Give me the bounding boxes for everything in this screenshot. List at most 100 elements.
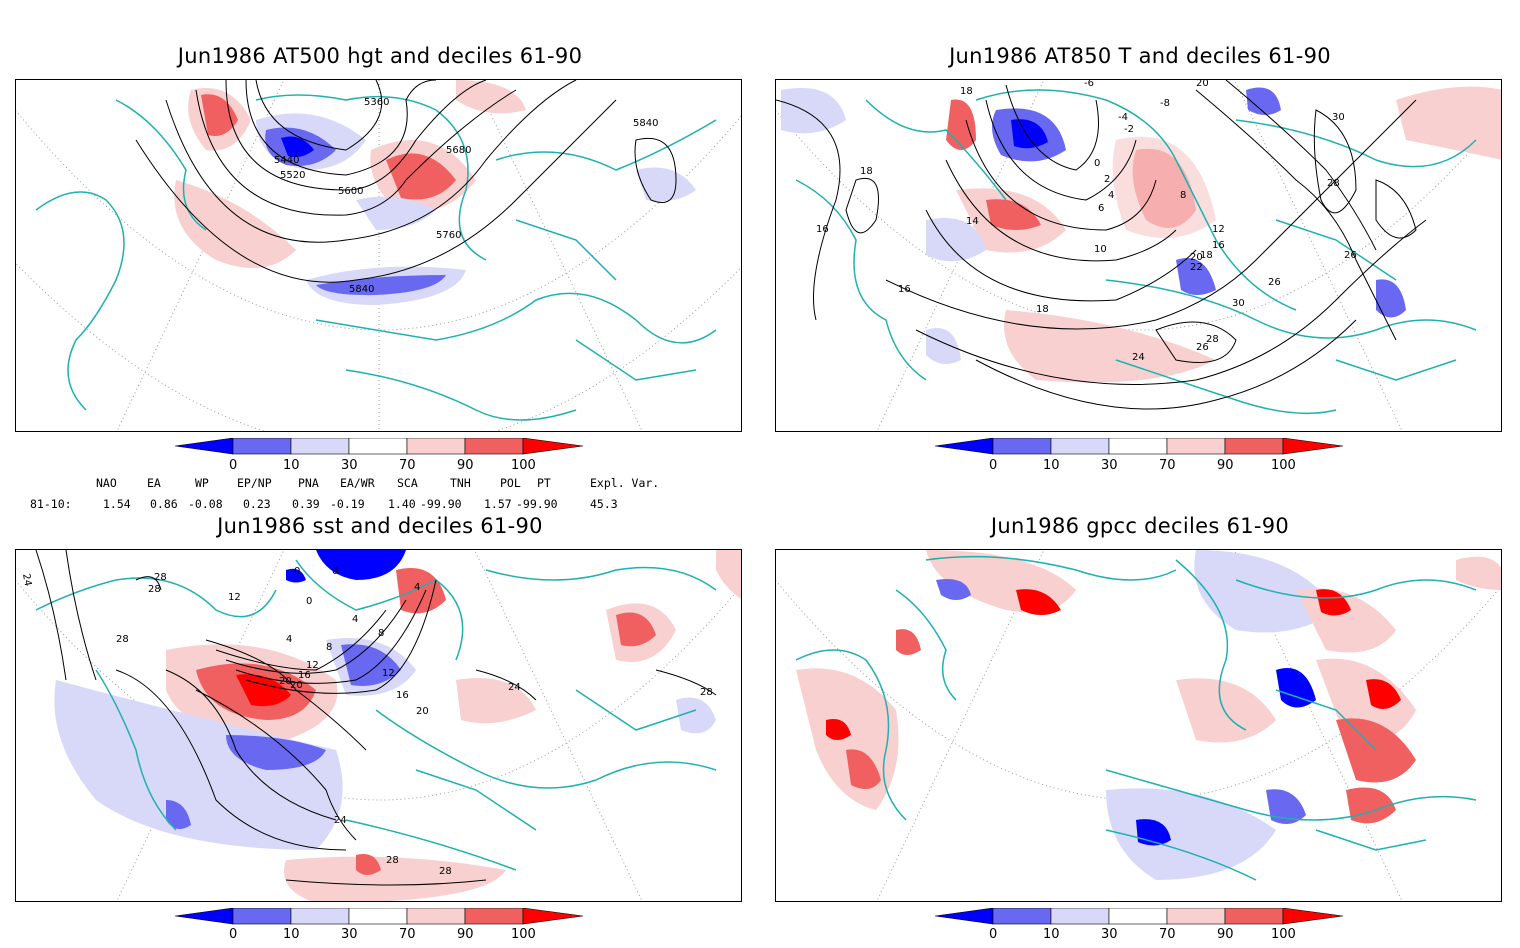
colorbar-tick: 70 [1159, 458, 1176, 473]
contour-label: 28 [148, 584, 161, 595]
map-gpcc-svg [776, 550, 1501, 901]
contour-label: 20 [290, 680, 303, 691]
contour-label: 24 [334, 815, 347, 826]
colorbar-tick: 100 [1271, 927, 1296, 940]
anomaly-shading [796, 550, 1501, 880]
stat-header: POL [500, 476, 521, 490]
stat-value: 1.40 [388, 497, 416, 511]
stat-value: 45.3 [590, 497, 618, 511]
colorbar-3: 0 10 30 70 90 100 [174, 907, 585, 948]
colorbar-tick: 90 [457, 927, 474, 940]
contour-label: 0 [294, 566, 300, 577]
stat-header: NAO [96, 476, 117, 490]
contour-label: 5440 [274, 155, 299, 166]
colorbar-tick: 70 [399, 927, 416, 940]
panel-title-hgt500: Jun1986 AT500 hgt and deciles 61-90 [177, 44, 583, 68]
stat-header: Expl. Var. [590, 476, 660, 490]
grid-lines [16, 550, 741, 901]
colorbar-tick: 90 [457, 458, 474, 473]
contour-label: 18 [860, 166, 873, 177]
colorbar-tick: 90 [1217, 927, 1234, 940]
colorbar-tick: 100 [511, 458, 536, 473]
contour-label: 18 [960, 86, 973, 97]
stat-value: 0.39 [292, 497, 320, 511]
stat-header: EA/WR [340, 476, 375, 490]
contour-label: 26 [1196, 342, 1209, 353]
contour-label: 20 [1190, 252, 1203, 263]
contour-label: 28 [700, 687, 713, 698]
map-sst: 24 28 28 28 12 0 0 0 4 4 4 8 8 12 12 16 … [15, 549, 742, 902]
colorbar-tick: 100 [1271, 458, 1296, 473]
contour-label: 5760 [436, 230, 461, 241]
colorbar-svg: 0 10 30 70 90 100 [174, 437, 584, 473]
colorbar-tick: 30 [341, 927, 358, 940]
colorbar-tick: 10 [1043, 927, 1060, 940]
stat-row-label: 81-10: [30, 497, 72, 511]
contour-label: 12 [382, 668, 395, 679]
colorbar-2: 0 10 30 70 90 100 [934, 437, 1345, 478]
colorbar-tick: 10 [283, 927, 300, 940]
stat-value: 1.54 [103, 497, 131, 511]
contour-label: 12 [228, 592, 241, 603]
contour-label: 5360 [364, 97, 389, 108]
colorbar-tick: 70 [399, 458, 416, 473]
colorbar-4: 0 10 30 70 90 100 [934, 907, 1345, 948]
contour-label: 28 [1206, 334, 1219, 345]
panel-title-sst: Jun1986 sst and deciles 61-90 [217, 514, 543, 538]
coastlines [35, 94, 717, 421]
contour-label: -6 [1084, 80, 1094, 89]
contour-label: -4 [1118, 112, 1128, 123]
contour-label: 20 [416, 706, 429, 717]
colorbar-tick: 30 [1101, 927, 1118, 940]
contour-label: 14 [966, 216, 979, 227]
stat-header: EA [147, 476, 161, 490]
map-sst-svg: 24 28 28 28 12 0 0 0 4 4 4 8 8 12 12 16 … [16, 550, 741, 901]
coastlines [35, 559, 717, 871]
contour-label: 4 [286, 634, 292, 645]
contour-label: 0 [332, 566, 338, 577]
contour-labels: 18 -6 -8 -4 -2 0 2 4 6 8 10 12 14 16 18 … [816, 80, 1357, 363]
colorbar-tick: 70 [1159, 927, 1176, 940]
contour-label: 16 [816, 224, 829, 235]
contour-label: 16 [396, 690, 409, 701]
stat-value: 1.57 [484, 497, 512, 511]
contour-label: 26 [1344, 250, 1357, 261]
anomaly-shading [174, 80, 696, 305]
stat-header: SCA [397, 476, 418, 490]
grid-lines [16, 80, 741, 431]
colorbar-tick: 10 [1043, 458, 1060, 473]
contour-label: 20 [1196, 80, 1209, 89]
contour-label: 4 [1108, 190, 1114, 201]
colorbar-tick: 0 [229, 927, 237, 940]
contour-label: 18 [1200, 250, 1213, 261]
colorbar-tick: 90 [1217, 458, 1234, 473]
contour-label: 5840 [633, 118, 658, 129]
grid-lines [776, 80, 1501, 431]
contour-label: 30 [1232, 298, 1245, 309]
stat-header: EP/NP [237, 476, 272, 490]
contour-label: 5840 [349, 284, 374, 295]
map-gpcc [775, 549, 1502, 902]
stat-value: -0.19 [330, 497, 365, 511]
contour-label: 30 [1332, 112, 1345, 123]
stat-value: 0.86 [150, 497, 178, 511]
contour-label: 28 [154, 572, 167, 583]
grid-lines [776, 550, 1501, 901]
height-contours [135, 80, 677, 283]
contour-label: 0 [306, 596, 312, 607]
contour-label: 5520 [280, 170, 305, 181]
colorbar-tick: 0 [989, 458, 997, 473]
contour-label: 8 [1180, 190, 1186, 201]
colorbar-tick: 100 [511, 927, 536, 940]
contour-label: 16 [1212, 240, 1225, 251]
stat-value: -0.08 [188, 497, 223, 511]
colorbar-svg: 0 10 30 70 90 100 [934, 437, 1344, 473]
stat-header: PT [537, 476, 551, 490]
stat-header: WP [195, 476, 209, 490]
panel-title-gpcc: Jun1986 gpcc deciles 61-90 [990, 514, 1290, 538]
contour-label: 22 [1190, 262, 1203, 273]
contour-label: 2 [1104, 174, 1110, 185]
map-hgt500-svg: 5360 5440 5520 5600 5680 5760 5840 5840 [16, 80, 741, 431]
map-hgt500: 5360 5440 5520 5600 5680 5760 5840 5840 [15, 79, 742, 432]
contour-label: 4 [352, 614, 358, 625]
